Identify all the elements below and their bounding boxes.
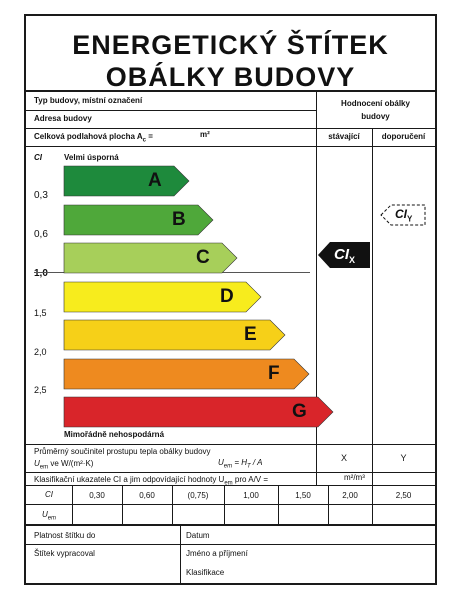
floor-area-unit: m² xyxy=(200,130,210,139)
scale-tick: 1,0 xyxy=(34,268,48,279)
column-divider xyxy=(372,128,373,485)
recommended-column-header: doporučení xyxy=(381,132,426,141)
u-value-label-line1: Průměrný součinitel prostupu tepla obálk… xyxy=(34,447,211,456)
current-rating-marker: CIX xyxy=(318,242,370,268)
class-bar-e: E xyxy=(63,319,286,351)
class-letter: A xyxy=(148,170,162,191)
divider xyxy=(26,485,435,486)
column-divider xyxy=(316,90,317,485)
ci-value-cell: 2,00 xyxy=(342,491,358,500)
classification-footer-label: Klasifikace xyxy=(186,568,225,577)
recommended-rating-marker: CIY xyxy=(380,204,426,226)
ci-row-label: CI xyxy=(45,490,53,499)
validity-label: Platnost štítku do xyxy=(34,531,96,540)
class-bar-f: F xyxy=(63,358,310,389)
class-letter: D xyxy=(220,285,234,307)
ci-value-cell: 1,00 xyxy=(243,491,259,500)
ci-value-cell: 0,60 xyxy=(139,491,155,500)
class-arrow-shape xyxy=(63,358,310,389)
u-value-recommended: Y xyxy=(400,453,407,463)
energy-label-frame: ENERGETICKÝ ŠTÍTEK OBÁLKY BUDOVY Typ bud… xyxy=(24,14,437,585)
current-marker-arrow xyxy=(318,242,370,268)
class-arrow-shape xyxy=(63,281,262,312)
scale-tick: 2,0 xyxy=(34,347,47,357)
current-marker-text: CIX xyxy=(334,246,356,265)
column-divider xyxy=(180,525,181,583)
uem-row-label: Uem xyxy=(41,510,57,522)
class-arrow-shape xyxy=(63,242,238,274)
class-bar-c: C xyxy=(63,242,238,274)
divider xyxy=(26,544,435,545)
u-value-label-line2: Uem ve W/(m²·K) xyxy=(34,459,94,471)
ci-axis-label: CI xyxy=(34,153,42,162)
recommended-marker-text: CIY xyxy=(395,207,413,224)
scale-tick: 1,5 xyxy=(34,308,47,318)
divider xyxy=(26,128,316,129)
address-label: Adresa budovy xyxy=(34,114,92,123)
class-arrow-shape xyxy=(63,396,334,428)
rating-header-line2: budovy xyxy=(361,112,390,121)
rating-header-line1: Hodnocení obálky xyxy=(341,99,410,108)
divider xyxy=(26,110,316,111)
prepared-by-label: Štítek vypracoval xyxy=(34,549,95,558)
floor-area-label: Celková podlahová plocha Ac = xyxy=(34,132,153,144)
building-type-label: Typ budovy, místní označení xyxy=(34,96,143,105)
class-arrow-shape xyxy=(63,319,286,351)
label-title-line1: ENERGETICKÝ ŠTÍTEK xyxy=(72,30,389,60)
scale-tick: 2,5 xyxy=(34,385,47,395)
u-value-formula: Uem = HT / A xyxy=(218,458,263,470)
divider xyxy=(316,128,435,129)
u-value-current: X xyxy=(340,453,347,463)
class-bar-d: D xyxy=(63,281,262,312)
ci-value-cell: (0,75) xyxy=(187,491,209,500)
class-bar-a: A xyxy=(63,165,190,197)
ci-value-cell: 0,30 xyxy=(89,491,105,500)
class-bar-b: B xyxy=(63,204,214,235)
classification-label: Klasifikační ukazatele CI a jim odpovída… xyxy=(34,475,269,487)
class-bar-g: G xyxy=(63,396,334,428)
divider xyxy=(26,90,435,92)
class-arrow-shape xyxy=(63,165,190,197)
class-letter: B xyxy=(172,208,186,230)
label-title-line2: OBÁLKY BUDOVY xyxy=(105,62,356,92)
divider xyxy=(26,504,435,505)
class-letter: E xyxy=(244,324,257,345)
class-arrow-shape xyxy=(63,204,214,235)
class-letter: F xyxy=(268,362,280,384)
recommended-marker-arrow xyxy=(380,204,426,226)
divider xyxy=(26,524,435,526)
scale-tick: 0,3 xyxy=(34,190,48,201)
best-efficiency-label: Velmi úsporná xyxy=(64,153,119,162)
date-label: Datum xyxy=(186,531,210,540)
classification-unit: m²/m³ xyxy=(344,473,365,482)
class-letter: G xyxy=(292,401,307,422)
worst-efficiency-label: Mimořádně nehospodárná xyxy=(64,430,165,439)
scale-tick: 0,6 xyxy=(34,229,48,240)
divider xyxy=(26,444,435,445)
name-label: Jméno a příjmení xyxy=(186,549,248,558)
current-column-header: stávající xyxy=(328,132,360,141)
ci-value-cell: 2,50 xyxy=(395,491,412,500)
divider xyxy=(26,146,435,147)
divider xyxy=(26,472,435,473)
class-letter: C xyxy=(196,247,210,268)
ci-value-cell: 1,50 xyxy=(295,491,311,500)
